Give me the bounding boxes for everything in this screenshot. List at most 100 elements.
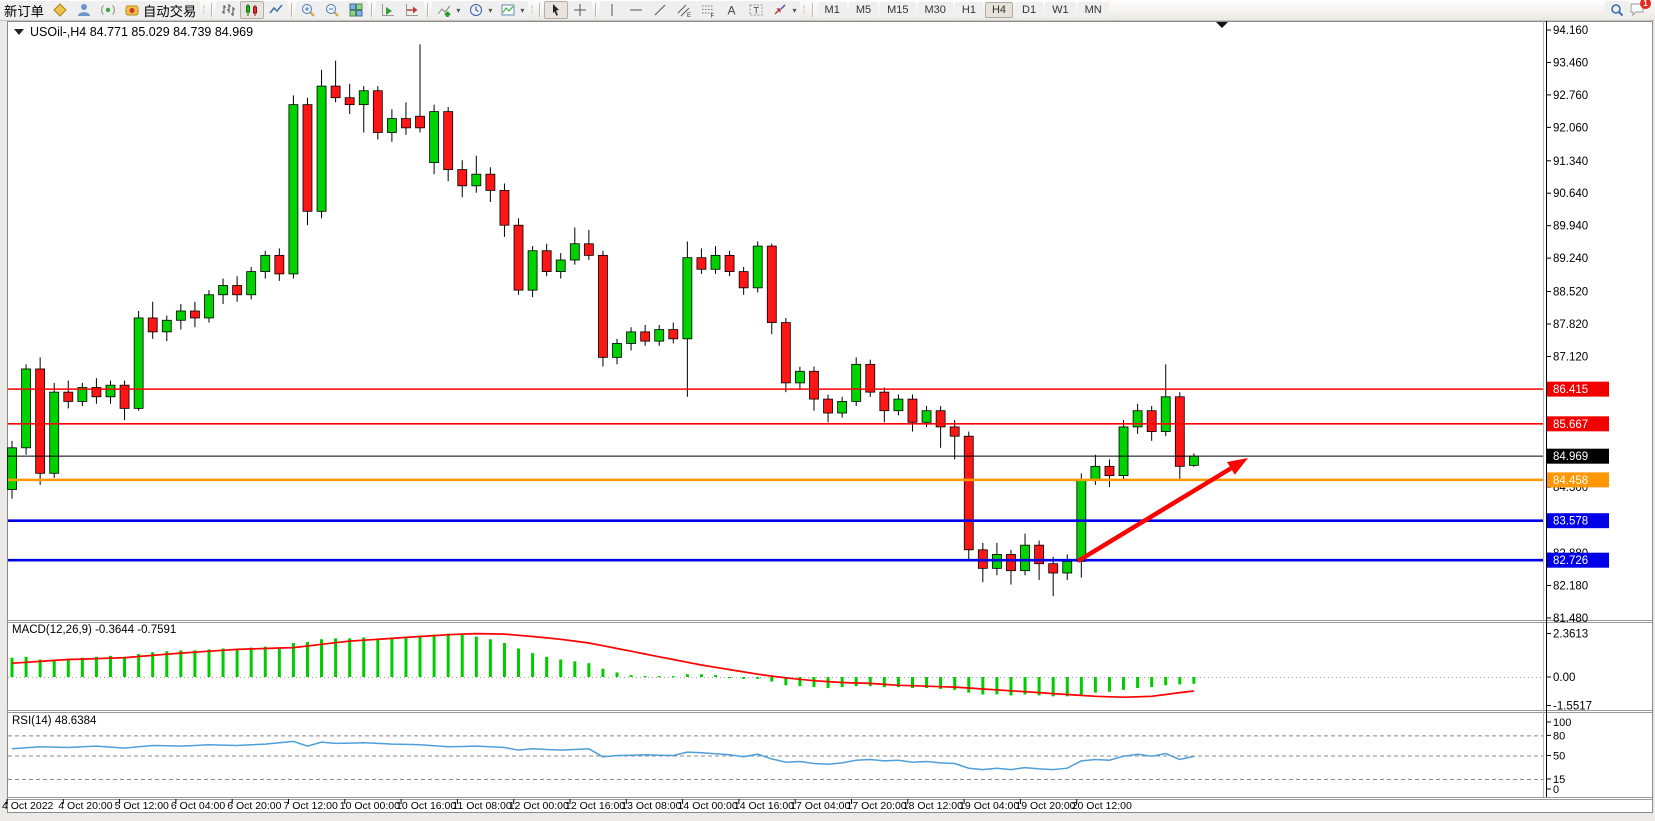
- candle-body: [612, 343, 622, 358]
- candle-body: [809, 370, 819, 400]
- zoom-in-button[interactable]: [296, 1, 321, 19]
- macd-histogram-bar: [629, 675, 633, 677]
- macd-histogram-bar: [953, 677, 957, 690]
- macd-histogram-bar: [1136, 677, 1140, 689]
- tf-button-M5[interactable]: M5: [848, 2, 879, 18]
- macd-histogram-bar: [967, 677, 971, 693]
- macd-histogram-bar: [615, 672, 619, 677]
- price-badge-label: 84.969: [1553, 451, 1588, 463]
- tile-windows-button[interactable]: [344, 1, 369, 19]
- arrows-tool-button[interactable]: ▾: [768, 1, 801, 19]
- candle-body: [485, 173, 496, 191]
- candle-body: [7, 447, 17, 490]
- time-axis-label: 19 Oct 04:00: [959, 800, 1019, 812]
- chart-wizard-button[interactable]: [47, 1, 72, 19]
- templates-button[interactable]: ▾: [496, 1, 529, 19]
- bar-chart-mode-button[interactable]: [216, 1, 241, 19]
- macd-histogram-bar: [826, 677, 830, 689]
- dropdown-arrow-icon: ▾: [520, 5, 525, 15]
- macd-histogram-bar: [249, 647, 253, 677]
- add-indicator-button[interactable]: ▾: [432, 1, 465, 19]
- price-badge-label: 84.458: [1553, 475, 1588, 487]
- tf-button-M30[interactable]: M30: [917, 2, 953, 18]
- price-tick-label: 92.760: [1553, 90, 1588, 102]
- trendline-tool-button[interactable]: [648, 1, 673, 19]
- tf-button-H1[interactable]: H1: [954, 2, 983, 18]
- symbol-dropdown-triangle[interactable]: [14, 29, 24, 35]
- macd-histogram-bar: [207, 649, 211, 677]
- candle-body: [626, 331, 636, 344]
- macd-histogram-bar: [573, 661, 577, 677]
- time-axis-label: 6 Oct 04:00: [171, 800, 225, 812]
- candle-body: [1104, 465, 1115, 477]
- candle-body: [1048, 563, 1059, 574]
- fibonacci-tool-button[interactable]: F: [696, 1, 721, 19]
- macd-axis-label: -1.5517: [1553, 701, 1592, 713]
- add-indicator-icon: [437, 5, 451, 17]
- candle-body: [133, 317, 144, 409]
- price-tick-label: 89.240: [1553, 253, 1588, 265]
- candle-chart-mode-button[interactable]: [240, 1, 265, 19]
- candle-body: [260, 254, 271, 272]
- macd-histogram-bar: [305, 642, 309, 677]
- text-tool-button[interactable]: A: [720, 1, 745, 19]
- search-button[interactable]: [1605, 1, 1629, 19]
- line-chart-mode-button[interactable]: [264, 1, 289, 19]
- macd-histogram-bar: [1164, 677, 1168, 686]
- macd-histogram-bar: [657, 676, 661, 678]
- time-axis-label: 11 Oct 08:00: [452, 800, 512, 812]
- candle-body: [879, 391, 890, 412]
- text-label-tool-button[interactable]: T: [744, 1, 769, 19]
- price-tick-label: 81.480: [1553, 613, 1588, 625]
- candle-body: [1034, 544, 1045, 565]
- chat-button[interactable]: 1: [1629, 0, 1651, 20]
- price-tick-label: 90.640: [1553, 188, 1588, 200]
- price-badge: [1547, 552, 1609, 568]
- macd-histogram-bar: [221, 648, 225, 677]
- auto-trading-button[interactable]: 自动交易: [119, 1, 201, 19]
- price-badge: [1547, 381, 1609, 397]
- crosshair-tool-button[interactable]: [568, 1, 593, 19]
- macd-histogram-bar: [1178, 677, 1182, 685]
- dropdown-arrow-icon: ▾: [456, 5, 461, 15]
- vertical-line-tool-button[interactable]: [600, 1, 625, 19]
- candle-body: [569, 243, 580, 261]
- periods-button[interactable]: ▾: [464, 1, 497, 19]
- tf-button-D1[interactable]: D1: [1015, 2, 1044, 18]
- time-axis-label: 17 Oct 04:00: [790, 800, 850, 812]
- time-axis-label: 17 Oct 20:00: [847, 800, 907, 812]
- profile-icon: [77, 4, 90, 16]
- new-order-button[interactable]: 新订单: [0, 1, 48, 19]
- trend-arrow-shaft: [1076, 466, 1233, 563]
- macd-histogram-bar: [1009, 677, 1013, 696]
- candle-body: [49, 391, 60, 474]
- candle-body: [119, 384, 130, 409]
- channel-tool-button[interactable]: E: [672, 1, 697, 19]
- zoom-out-button[interactable]: [320, 1, 345, 19]
- tf-button-W1[interactable]: W1: [1045, 2, 1076, 18]
- candle-body: [204, 294, 214, 319]
- rsi-axis-label: 50: [1553, 751, 1565, 763]
- auto-scroll-button[interactable]: [376, 1, 401, 19]
- candle-body: [316, 85, 327, 212]
- cursor-tool-button[interactable]: [544, 1, 569, 19]
- time-axis-label: 12 Oct 00:00: [509, 800, 569, 812]
- rsi-axis-label: 80: [1553, 730, 1565, 742]
- macd-histogram-bar: [699, 674, 703, 677]
- time-axis-label: 10 Oct 16:00: [396, 800, 456, 812]
- signals-button[interactable]: [95, 1, 120, 19]
- tf-button-M1[interactable]: M1: [817, 2, 847, 18]
- bar-chart-icon: [222, 4, 236, 16]
- market-watch-button[interactable]: [71, 1, 96, 19]
- macd-histogram-bar: [910, 677, 914, 689]
- horizontal-line-tool-button[interactable]: [624, 1, 649, 19]
- tf-button-MN[interactable]: MN: [1077, 2, 1109, 18]
- candle-body: [963, 435, 974, 551]
- tf-button-M15[interactable]: M15: [880, 2, 916, 18]
- chart-shift-button[interactable]: [400, 1, 425, 19]
- tf-button-H4[interactable]: H4: [984, 2, 1014, 18]
- macd-histogram-bar: [474, 636, 478, 677]
- macd-histogram-bar: [1122, 677, 1126, 690]
